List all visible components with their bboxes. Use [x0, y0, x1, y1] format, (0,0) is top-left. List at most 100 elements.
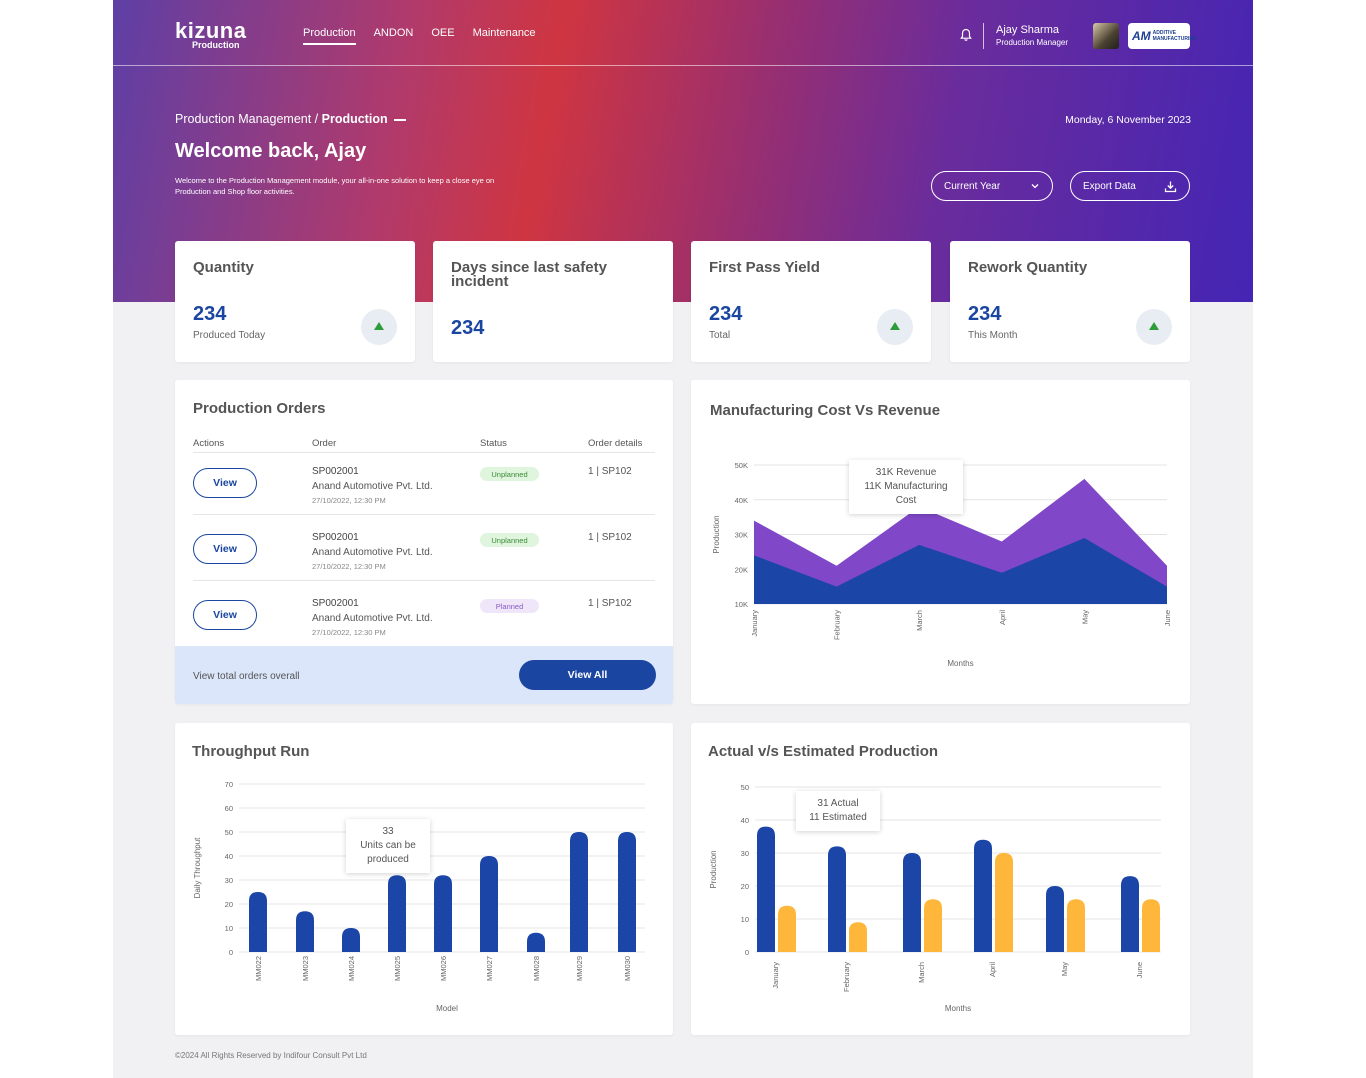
period-select[interactable]: Current Year: [931, 171, 1053, 201]
bar: [296, 911, 314, 952]
table-row: View SP002001 Anand Automotive Pvt. Ltd.…: [175, 457, 673, 523]
chart-tooltip: 31 Actual 11 Estimated: [796, 791, 880, 831]
bar: [618, 832, 636, 952]
y-tick-label: 70: [225, 780, 233, 789]
user-info[interactable]: Ajay Sharma Production Manager: [996, 24, 1068, 47]
export-data-button[interactable]: Export Data: [1070, 171, 1190, 201]
y-tick-label: 0: [229, 948, 233, 957]
tooltip-line: 11 Estimated: [809, 812, 867, 823]
view-order-button[interactable]: View: [193, 534, 257, 564]
breadcrumb-separator: /: [311, 112, 322, 126]
y-tick-label: 20: [225, 900, 233, 909]
y-tick-label: 40: [225, 852, 233, 861]
download-icon: [1164, 181, 1177, 192]
copyright: ©2024 All Rights Reserved by Indifour Co…: [175, 1051, 367, 1060]
card-title: Production Orders: [193, 400, 326, 417]
bar-chart: 0 10 20 30 40 50 60 70 MM022 MM023 MM024 MM025 MM026…: [193, 780, 645, 1013]
y-tick-label: 10K: [735, 600, 748, 609]
nav-production[interactable]: Production: [303, 27, 356, 45]
throughput-chart-card: Throughput Run 0 10 20 30 40 50 60 70 MM022 MM023…: [175, 723, 673, 1035]
orders-footer-text: View total orders overall: [193, 671, 300, 682]
bar-estimated: [849, 922, 867, 952]
x-tick-label: March: [917, 962, 926, 983]
divider: [983, 23, 984, 49]
order-id: SP002001: [312, 598, 359, 609]
order-details: 1 | SP102: [588, 466, 632, 477]
nav-oee[interactable]: OEE: [431, 27, 455, 39]
kpi-card-quantity: Quantity 234 Produced Today: [175, 241, 415, 362]
x-tick-label: April: [998, 610, 1007, 625]
x-tick-label: June: [1163, 610, 1172, 626]
app-logo[interactable]: kizuna Production: [175, 20, 246, 51]
kpi-title: Days since last safety incident: [451, 259, 607, 290]
orders-footer: View total orders overall View All: [175, 646, 673, 704]
column-header-status: Status: [480, 438, 507, 449]
order-date: 27/10/2022, 12:30 PM: [312, 562, 386, 571]
period-select-label: Current Year: [944, 180, 1001, 192]
x-tick-label: May: [1080, 610, 1089, 624]
y-tick-label: 20: [741, 882, 749, 891]
view-order-button[interactable]: View: [193, 600, 257, 630]
x-tick-label: MM030: [623, 956, 632, 981]
company-logo: AM ADDITIVE MANUFACTURING: [1128, 23, 1197, 49]
kpi-value: 234: [709, 303, 743, 325]
x-tick-label: June: [1135, 962, 1144, 978]
divider: [193, 452, 655, 453]
area-series-2: [754, 537, 1167, 604]
bar: [527, 932, 545, 952]
kpi-card-first-pass-yield: First Pass Yield 234 Total: [691, 241, 931, 362]
kpi-title: Quantity: [193, 259, 254, 276]
x-tick-label: MM028: [532, 956, 541, 981]
kpi-title: Rework Quantity: [968, 259, 1088, 276]
nav-maintenance[interactable]: Maintenance: [472, 27, 536, 39]
breadcrumb: Production Management / Production: [175, 112, 406, 126]
bar-estimated: [1067, 899, 1085, 952]
y-tick-label: 40K: [735, 496, 748, 505]
x-tick-label: January: [750, 610, 759, 637]
x-tick-label: MM027: [485, 956, 494, 981]
order-details: 1 | SP102: [588, 532, 632, 543]
kpi-subtitle: Produced Today: [193, 330, 266, 341]
y-tick-label: 10: [741, 915, 749, 924]
trend-up-icon: [1136, 309, 1172, 345]
bar-actual: [828, 846, 846, 952]
tooltip-line: 31K Revenue: [875, 467, 937, 478]
column-header-actions: Actions: [193, 438, 225, 449]
export-data-label: Export Data: [1083, 180, 1136, 192]
trend-up-icon: [361, 309, 397, 345]
bar-actual: [1121, 876, 1139, 952]
y-tick-label: 50: [225, 828, 233, 837]
y-tick-label: 50K: [735, 461, 748, 470]
view-order-button[interactable]: View: [193, 468, 257, 498]
breadcrumb-parent[interactable]: Production Management: [175, 112, 312, 126]
bar-estimated: [1142, 899, 1160, 952]
y-tick-label: 10: [225, 924, 233, 933]
chart-title: Throughput Run: [192, 743, 310, 760]
bar-estimated: [995, 853, 1013, 952]
nav-andon[interactable]: ANDON: [373, 27, 414, 39]
order-id: SP002001: [312, 466, 359, 477]
kpi-card-rework: Rework Quantity 234 This Month: [950, 241, 1190, 362]
company-logo-text: ADDITIVE MANUFACTURING: [1152, 30, 1197, 42]
avatar[interactable]: [1093, 23, 1119, 49]
bell-icon[interactable]: [959, 28, 973, 42]
page-title: Welcome back, Ajay: [175, 140, 367, 162]
x-tick-label: MM022: [254, 956, 263, 981]
x-axis-label: Model: [436, 1004, 458, 1013]
table-row: View SP002001 Anand Automotive Pvt. Ltd.…: [175, 589, 673, 655]
tooltip-line: 11K Manufacturing Cost: [864, 481, 948, 506]
bar: [570, 832, 588, 952]
trend-up-icon: [877, 309, 913, 345]
view-all-button[interactable]: View All: [519, 660, 656, 690]
kpi-subtitle: This Month: [968, 330, 1018, 341]
y-tick-label: 30: [741, 849, 749, 858]
divider: [193, 514, 655, 515]
production-orders-card: Production Orders Actions Order Status O…: [175, 380, 673, 704]
x-tick-label: May: [1060, 962, 1069, 976]
x-axis-label: Months: [947, 659, 973, 668]
order-company: Anand Automotive Pvt. Ltd.: [312, 547, 433, 558]
x-tick-label: MM024: [347, 956, 356, 981]
bar-estimated: [778, 905, 796, 952]
y-tick-label: 30: [225, 876, 233, 885]
column-header-order: Order: [312, 438, 337, 449]
